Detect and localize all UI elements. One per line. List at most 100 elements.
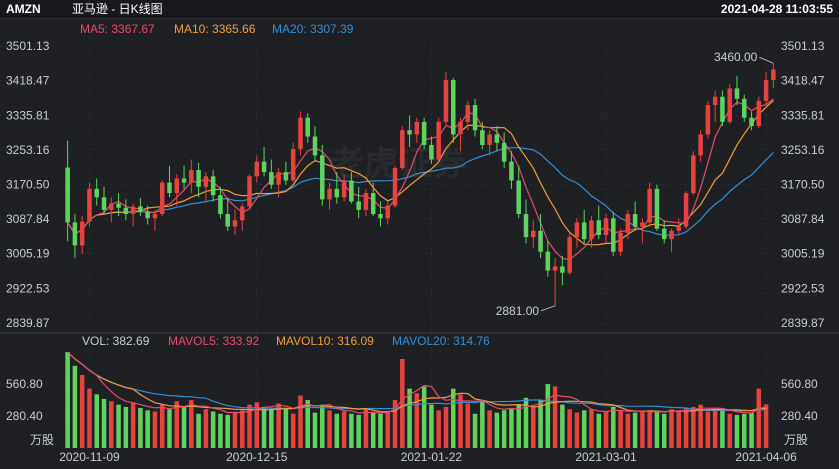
candle-body (625, 214, 631, 233)
candle-body (65, 167, 70, 223)
candle-body (443, 79, 449, 122)
volume-bar (254, 402, 260, 448)
price-tick-label-right: 3087.84 (781, 212, 825, 226)
candle-body (531, 230, 536, 238)
candle-body (436, 121, 441, 160)
volume-bar (683, 408, 689, 448)
candle-body (676, 226, 682, 231)
mavol20-line (67, 351, 767, 412)
candle-body (516, 180, 521, 215)
candle-body (683, 193, 689, 227)
stock-symbol: AMZN (6, 2, 41, 16)
volume-bar (450, 388, 456, 448)
volume-bar (269, 409, 274, 448)
candle-body (720, 96, 725, 122)
volume-bar (552, 386, 558, 448)
volume-bar (94, 394, 99, 448)
candle-body (509, 161, 514, 181)
candle-body (771, 69, 776, 80)
candle-body (101, 197, 107, 210)
candle-body (698, 134, 703, 156)
volume-bar (596, 413, 602, 448)
candle-body (305, 117, 310, 137)
candle-body (130, 206, 136, 215)
volume-bar (421, 386, 427, 448)
candle-body (334, 188, 340, 198)
candle-body (138, 206, 143, 212)
candle-body (356, 201, 361, 210)
volume-bar (472, 413, 478, 448)
candle-body (203, 176, 209, 187)
date-tick-label: 2021-03-01 (575, 450, 637, 464)
volume-bar (370, 412, 376, 448)
candle-body (363, 193, 369, 210)
candle-body (72, 222, 78, 246)
volume-bar (560, 404, 565, 448)
candle-body (523, 214, 529, 238)
volume-bar (734, 414, 740, 448)
volume-bar (174, 401, 180, 448)
candle-body (159, 182, 165, 215)
candle-body (196, 170, 201, 187)
candle-body (109, 203, 114, 210)
volume-axis: 560.80 560.80 280.40 280.40 万股 万股 (6, 377, 818, 447)
volume-bar (385, 411, 391, 448)
candle-body (407, 130, 412, 135)
candle-body (232, 220, 238, 227)
volume-bar (239, 410, 245, 448)
volume-bar (356, 414, 361, 448)
candle-body (763, 79, 769, 101)
volume-bar (247, 404, 252, 448)
volume-bar (363, 409, 369, 448)
candle-body (632, 214, 638, 227)
legend-ma5: MA5: 3367.67 (80, 22, 155, 36)
volume-tick-label-right: 560.80 (781, 377, 818, 391)
volume-bar (123, 406, 129, 448)
candle-body (734, 88, 740, 99)
candle-body (618, 232, 623, 252)
candle-body (458, 121, 463, 135)
volume-bar (276, 403, 281, 448)
volume-bar (443, 406, 449, 448)
legend-ma20: MA20: 3307.39 (272, 22, 354, 36)
volume-bar (545, 384, 551, 448)
volume-bar (290, 413, 296, 448)
candle-body (450, 79, 456, 135)
candle-body (472, 105, 478, 131)
price-axis: 3501.13 3501.13 3418.47 3418.47 3335.81 3335.… (6, 39, 825, 330)
volume-bar (327, 410, 332, 448)
volume-bar (181, 406, 187, 448)
volume-bar (101, 398, 107, 448)
volume-bar (763, 404, 769, 448)
candle-body (385, 205, 391, 219)
candle-body (152, 214, 158, 219)
candle-body (691, 155, 696, 194)
candle-body (400, 130, 405, 168)
volume-bar (749, 412, 754, 448)
volume-bar (625, 413, 631, 448)
price-tick-label-left: 3005.19 (6, 247, 50, 261)
volume-bar (152, 411, 158, 448)
volume-bar (691, 406, 696, 448)
candle-body (349, 180, 354, 202)
price-tick-label-right: 3170.50 (781, 178, 825, 192)
volume-bar (531, 406, 536, 448)
candle-body (501, 142, 507, 162)
candle-body (421, 121, 427, 145)
candle-body (749, 117, 754, 127)
legend-ma10: MA10: 3365.66 (174, 22, 256, 36)
volume-bar (429, 404, 434, 448)
candle-body (174, 178, 180, 194)
volume-bar (87, 388, 92, 448)
volume-bar (407, 388, 412, 448)
volume-bar (669, 409, 674, 448)
max-leader (759, 56, 774, 64)
candle-body (87, 188, 92, 222)
candle-body (727, 88, 732, 122)
volume-bar (509, 408, 514, 448)
volume-bar (130, 402, 136, 448)
volume-bar (349, 413, 354, 448)
volume-bar (705, 411, 711, 448)
candle-body (283, 172, 289, 181)
